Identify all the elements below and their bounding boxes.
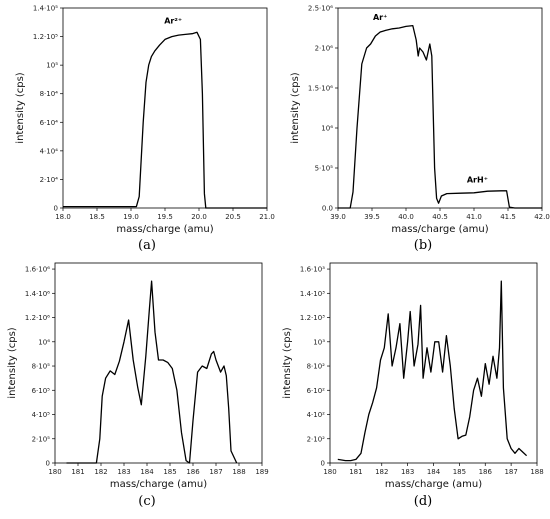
y-tick-label: 1.4·10³ [300,290,325,298]
x-tick-label: 188 [232,468,245,476]
y-tick-label: 1.2·10⁶ [25,314,50,322]
caption-c: (c) [138,494,156,509]
x-tick-label: 180 [48,468,61,476]
x-axis-label: mass/charge (amu) [110,479,207,490]
x-tick-label: 19.0 [123,213,139,221]
y-tick-label: 0.0 [322,205,333,213]
x-tick-label: 20.0 [191,213,207,221]
y-axis-label: intensity (cps) [282,327,293,398]
x-tick-label: 41.5 [500,213,516,221]
chart-d-svg: 180 181 182 183 184 185 186 187 188 0 2·10² 4·10² 6·… [282,262,544,490]
y-tick-label: 1.6·10³ [300,266,325,274]
data-series-line [66,280,238,464]
chart-b-svg: 39.0 39.5 40.0 40.5 41.0 41.5 42.0 0.0 5·10⁵ 10⁶ 1… [290,5,550,236]
y-tick-label: 10⁶ [38,338,50,346]
x-axis-label: mass/charge (amu) [385,479,482,490]
y-tick-label: 1.2·10⁵ [33,33,58,41]
chart-panel-c: 180 181 182 183 184 185 186 187 188 189 0 2·10⁵ 4·10… [0,255,275,490]
y-tick-label: 2.5·10⁶ [308,5,333,13]
x-tick-label: 39.0 [330,213,346,221]
data-series-line [337,280,528,462]
chart-panel-a: 18.0 18.5 19.0 19.5 20.0 20.5 21.0 0 2·10⁴ 4·10⁴ 6… [0,0,275,236]
x-tick-label: 187 [504,468,517,476]
x-tick-label: 40.5 [432,213,448,221]
x-tick-label: 183 [117,468,130,476]
chart-c-svg: 180 181 182 183 184 185 186 187 188 189 0 2·10⁵ 4·10… [7,262,269,490]
y-tick-label: 2·10² [307,435,326,443]
y-tick-label: 4·10² [307,411,326,419]
y-tick-label: 6·10² [307,387,326,395]
y-tick-label: 1.2·10³ [300,314,325,322]
x-tick-label: 20.5 [225,213,241,221]
x-tick-label: 185 [453,468,466,476]
y-tick-label: 8·10⁴ [40,90,59,98]
x-axis-label: mass/charge (amu) [116,224,213,235]
peak-annotation: Ar⁺ [373,13,387,22]
y-tick-label: 6·10⁵ [32,387,51,395]
y-axis-label: intensity (cps) [290,72,301,143]
x-tick-label: 184 [427,468,441,476]
peak-annotation: ArH⁺ [467,175,488,184]
plot-frame [54,262,263,464]
x-tick-label: 187 [209,468,222,476]
x-tick-label: 182 [375,468,388,476]
chart-panel-b: 39.0 39.5 40.0 40.5 41.0 41.5 42.0 0.0 5·10⁵ 10⁶ 1… [275,0,550,236]
chart-panel-d: 180 181 182 183 184 185 186 187 188 0 2·10² 4·10² 6·… [275,255,550,490]
y-tick-label: 0 [54,205,58,213]
x-tick-label: 21.0 [259,213,275,221]
y-tick-label: 5·10⁵ [315,165,334,173]
plot-frame [62,7,268,209]
data-series-line [338,24,542,209]
x-tick-label: 181 [349,468,362,476]
x-tick-label: 186 [186,468,200,476]
x-axis-label: mass/charge (amu) [391,224,488,235]
y-tick-label: 1.4·10⁵ [33,5,58,13]
peak-annotation: Ar²⁺ [164,17,182,26]
x-tick-label: 188 [530,468,543,476]
y-tick-label: 4·10⁴ [40,147,59,155]
y-tick-label: 2·10⁴ [40,176,59,184]
y-tick-label: 0 [321,460,325,468]
plot-frame [337,7,543,209]
x-tick-label: 180 [323,468,336,476]
y-tick-label: 8·10⁵ [32,363,51,371]
y-tick-label: 1.5·10⁶ [308,85,333,93]
y-tick-label: 1.6·10⁶ [25,266,50,274]
y-tick-label: 4·10⁵ [32,411,51,419]
x-tick-label: 182 [94,468,107,476]
x-tick-label: 183 [401,468,414,476]
x-tick-label: 184 [140,468,154,476]
y-tick-label: 10⁵ [46,62,58,70]
x-tick-label: 185 [163,468,176,476]
y-tick-label: 6·10⁴ [40,119,59,127]
y-tick-label: 1.4·10⁶ [25,290,50,298]
y-tick-label: 0 [46,460,50,468]
y-axis-label: intensity (cps) [7,327,18,398]
x-tick-label: 18.5 [89,213,105,221]
x-tick-label: 181 [71,468,84,476]
y-tick-label: 2·10⁶ [315,45,334,53]
y-axis-label: intensity (cps) [15,72,26,143]
plot-frame [329,262,538,464]
chart-a-svg: 18.0 18.5 19.0 19.5 20.0 20.5 21.0 0 2·10⁴ 4·10⁴ 6… [15,5,275,236]
x-tick-label: 18.0 [55,213,71,221]
x-tick-label: 19.5 [157,213,173,221]
y-tick-label: 2·10⁵ [32,435,51,443]
data-series-line [63,31,267,209]
x-tick-label: 39.5 [364,213,380,221]
caption-d: (d) [413,494,433,509]
y-tick-label: 8·10² [307,363,326,371]
x-tick-label: 41.0 [466,213,482,221]
x-tick-label: 40.0 [398,213,414,221]
caption-b: (b) [413,238,433,253]
x-tick-label: 186 [479,468,493,476]
x-tick-label: 42.0 [534,213,550,221]
caption-a: (a) [138,238,156,253]
x-tick-label: 189 [255,468,268,476]
y-tick-label: 10³ [313,338,325,346]
y-tick-label: 10⁶ [321,125,333,133]
